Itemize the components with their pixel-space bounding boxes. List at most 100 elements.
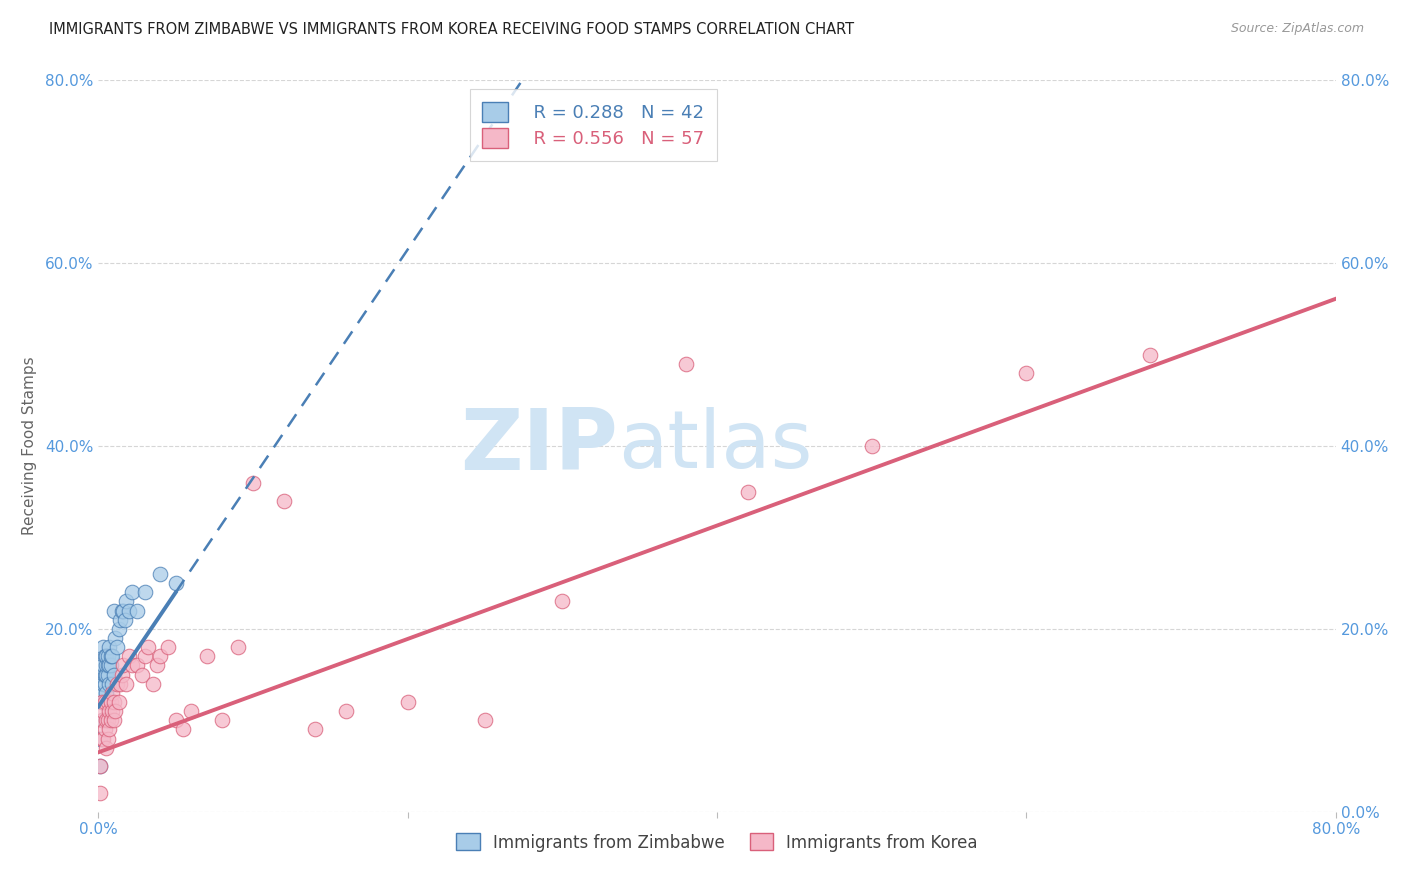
Point (103, 695, 125, 709)
Point (90, 686, 112, 700)
Point (226, 640, 249, 655)
Point (90, 695, 112, 709)
Point (115, 594, 138, 608)
Point (105, 640, 128, 655)
Point (146, 658, 169, 673)
Point (96, 686, 118, 700)
Point (93, 695, 115, 709)
Point (91, 731, 114, 746)
Point (165, 714, 187, 728)
Point (111, 667, 132, 681)
Point (127, 658, 149, 673)
Point (91, 658, 114, 673)
Point (134, 649, 156, 664)
Point (127, 603, 149, 617)
Point (118, 603, 141, 617)
Point (98, 640, 121, 655)
Point (112, 658, 135, 673)
Point (98, 676, 121, 690)
Point (112, 603, 135, 617)
Point (121, 658, 143, 673)
Point (107, 622, 129, 636)
Point (97, 695, 120, 709)
Point (98, 723, 121, 737)
Point (1015, 366, 1038, 380)
Point (89, 759, 111, 773)
Point (89, 731, 111, 746)
Point (149, 649, 172, 664)
Text: IMMIGRANTS FROM ZIMBABWE VS IMMIGRANTS FROM KOREA RECEIVING FOOD STAMPS CORRELAT: IMMIGRANTS FROM ZIMBABWE VS IMMIGRANTS F… (49, 22, 855, 37)
Point (98, 704, 121, 718)
Point (97, 649, 120, 664)
Point (118, 649, 141, 664)
Point (93, 676, 115, 690)
Point (111, 603, 132, 617)
Point (180, 704, 202, 718)
Point (90, 667, 112, 681)
Text: ZIP: ZIP (460, 404, 619, 488)
Point (90, 731, 112, 746)
Point (91, 704, 114, 718)
Point (551, 594, 574, 608)
Point (103, 714, 125, 728)
Point (96, 714, 118, 728)
Point (104, 631, 127, 645)
Point (165, 576, 187, 591)
Point (96, 658, 118, 673)
Point (101, 676, 124, 690)
Point (96, 667, 118, 681)
Legend: Immigrants from Zimbabwe, Immigrants from Korea: Immigrants from Zimbabwe, Immigrants fro… (450, 827, 984, 858)
Point (335, 704, 357, 718)
Point (172, 723, 194, 737)
Point (97, 731, 120, 746)
Point (89, 787, 111, 801)
Point (114, 613, 136, 627)
Point (149, 567, 172, 582)
Y-axis label: Receiving Food Stamps: Receiving Food Stamps (21, 357, 37, 535)
Point (103, 667, 125, 681)
Point (1139, 347, 1161, 362)
Point (157, 640, 180, 655)
Point (141, 676, 165, 690)
Point (90, 695, 112, 709)
Text: Source: ZipAtlas.com: Source: ZipAtlas.com (1230, 22, 1364, 36)
Point (737, 484, 759, 499)
Point (91, 676, 114, 690)
Point (860, 439, 883, 453)
Point (97, 667, 120, 681)
Point (105, 676, 128, 690)
Point (396, 695, 419, 709)
Point (96, 740, 118, 755)
Point (242, 475, 264, 490)
Point (97, 658, 120, 673)
Point (273, 494, 295, 508)
Point (96, 649, 118, 664)
Point (108, 613, 131, 627)
Point (100, 658, 122, 673)
Point (91, 714, 114, 728)
Point (97, 714, 120, 728)
Point (100, 649, 122, 664)
Point (98, 658, 121, 673)
Point (89, 759, 111, 773)
Point (195, 649, 218, 664)
Point (101, 649, 124, 664)
Text: atlas: atlas (619, 407, 813, 485)
Point (93, 667, 115, 681)
Point (103, 603, 125, 617)
Point (131, 667, 153, 681)
Point (100, 695, 122, 709)
Point (115, 676, 138, 690)
Point (101, 686, 124, 700)
Point (211, 714, 233, 728)
Point (93, 649, 115, 664)
Point (91, 640, 114, 655)
Point (134, 585, 156, 599)
Point (136, 640, 159, 655)
Point (675, 357, 697, 371)
Point (304, 723, 326, 737)
Point (121, 585, 143, 599)
Point (107, 695, 129, 709)
Point (100, 714, 122, 728)
Point (104, 704, 127, 718)
